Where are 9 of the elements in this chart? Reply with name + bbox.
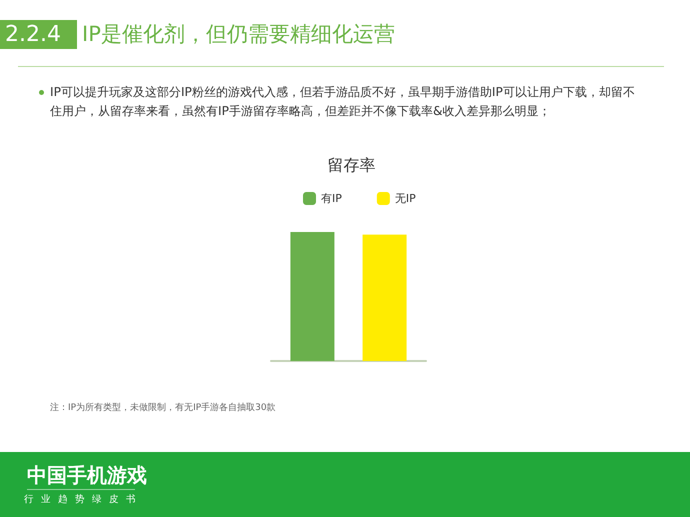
text: IP可以提升玩家及这部分IP粉丝的游戏代入感，但若手游品质不好，虽早期手游借助IP可以让用户下载，却留不住用户，从留存率来看，虽然有IP手游留存率略高，但差距并不像下载率&收入差异那么明显； — [50, 84, 636, 120]
legend-label: 无IP — [394, 192, 416, 205]
legend-label: 有IP — [321, 192, 342, 205]
text: 注：IP为所有类型，未做限制，有无IP手游各自抽取30款 — [50, 402, 276, 414]
text: IP是催化剂，但仍需要精细化运营 — [82, 21, 395, 48]
text: 行业趋势绿皮书 — [24, 493, 143, 506]
text: 中国手机游戏 — [27, 462, 147, 489]
text: 2.2.4 — [5, 21, 61, 49]
chart-title: 留存率 — [328, 156, 376, 174]
